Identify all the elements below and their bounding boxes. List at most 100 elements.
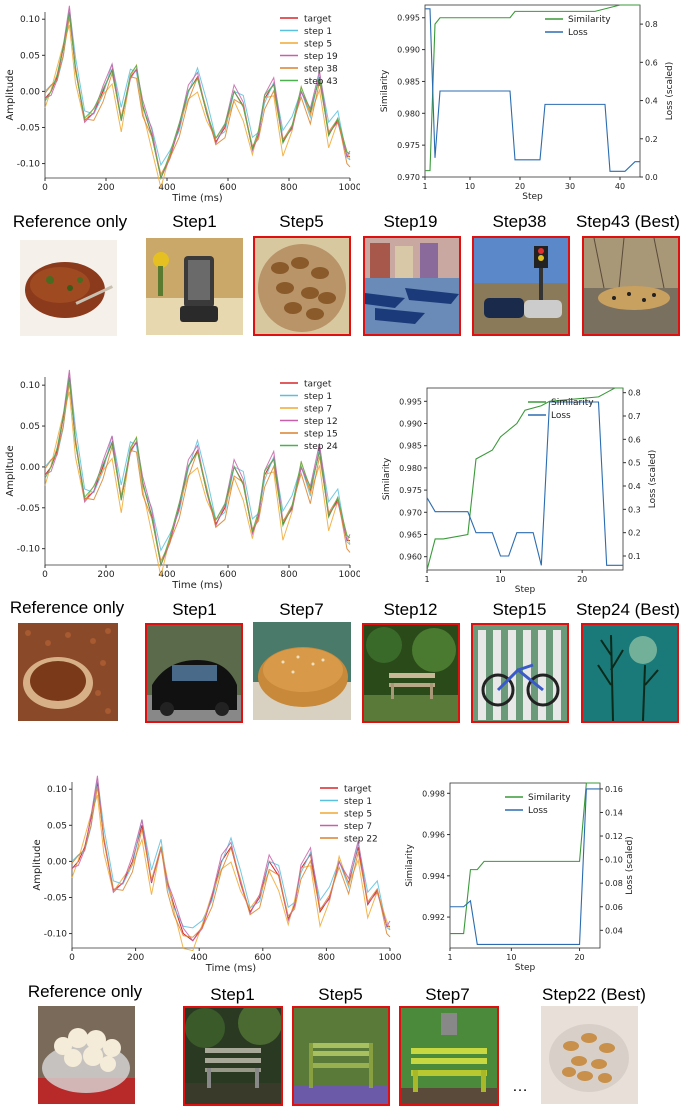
series-line-loss [425,8,640,172]
x-tick-label: 400 [158,183,175,193]
legend-label: target [344,785,372,795]
y-tick-label: 0.980 [397,109,420,118]
x-tick-label: 0 [42,570,48,580]
y-tick-label: 0.990 [399,420,422,429]
x-tick-label: 0 [42,183,48,193]
x-tick-label: 20 [577,575,587,584]
y2-tick-label: 0.6 [628,435,641,444]
thumb-step24-plant [581,623,679,723]
x-tick-label: 800 [318,953,335,963]
legend-label: target [304,380,332,390]
y-tick-label: 0.994 [422,872,445,881]
x-axis-label: Time (ms) [171,580,223,590]
caption-step19: Step19 [383,212,438,231]
legend-label: Similarity [568,15,611,25]
y-tick-label: 0.980 [399,464,422,473]
x-tick-label: 0 [69,953,75,963]
x-tick-label: 200 [127,953,144,963]
thumb-step22-cashews [541,1006,638,1104]
caption-step5: Step5 [318,985,363,1004]
y-tick-label: 0.975 [397,141,420,150]
y-axis-label: Amplitude [32,839,43,890]
series-line-step-15 [44,382,351,563]
legend-label: Similarity [528,793,571,803]
caption-step7: Step7 [279,600,324,619]
thumb-step7-bench-yellow [399,1006,499,1106]
y2-axis-label: Loss (scaled) [625,836,635,895]
thumb-step43-cheetah [582,236,680,336]
y-tick-label: 0.10 [20,381,40,391]
y-tick-label: -0.10 [44,930,68,940]
x-tick-label: 800 [280,183,297,193]
y2-tick-label: 0.6 [645,58,658,67]
figure-3: 0 200 400 600 800 1000 0.10 0.05 0.00 -0.05 -0.10 T… [0,770,685,1109]
thumb-step5-bench-green [292,1006,390,1106]
x-tick-label: 40 [615,182,625,191]
legend-label: step 5 [304,40,332,50]
caption-step38: Step38 [492,212,547,231]
y2-axis-label: Loss (scaled) [665,62,675,121]
y-axis-label: Amplitude [5,69,16,120]
y-tick-label: 0.995 [399,397,422,406]
caption-step43-best: Step43 (Best) [576,212,680,231]
legend-label: step 38 [304,65,338,75]
x-tick-label: 400 [191,953,208,963]
y2-tick-label: 0.4 [645,97,658,106]
legend-label: step 24 [304,442,338,452]
waveform-chart-3: 0 200 400 600 800 1000 0.10 0.05 0.00 -0.05 -0.10 T… [32,775,402,974]
y-axis-label: Similarity [405,844,415,887]
legend-label: step 43 [304,77,338,87]
similarity-chart-1: 1 10 20 30 40 0.995 0.990 0.985 0.980 0.975 0.970 0… [380,4,675,202]
series-line-loss [450,788,600,946]
y-axis-label: Similarity [380,69,390,112]
caption-step1: Step1 [210,985,255,1004]
x-tick-label: 600 [219,570,236,580]
y2-axis-label: Loss (scaled) [648,450,658,509]
y-axis-label: Amplitude [5,445,16,496]
y-tick-label: -0.05 [17,123,40,133]
y-tick-label: 0.00 [47,857,67,867]
series-line-step-43 [44,12,351,181]
x-axis-label: Step [515,963,536,973]
thumb-reference-seeds [18,623,118,721]
x-axis-label: Step [515,585,536,595]
x-tick-label: 20 [574,953,584,962]
caption-reference: Reference only [27,982,143,1001]
y-tick-label: 0.985 [397,77,420,86]
y-tick-label: -0.05 [17,504,40,514]
y-tick-label: 0.970 [397,173,420,182]
caption-step7: Step7 [425,985,470,1004]
y-tick-label: 0.960 [399,553,422,562]
plot-frame [449,782,601,949]
y2-tick-label: 0.4 [628,482,641,491]
caption-step15: Step15 [492,600,547,619]
y-tick-label: 0.998 [422,789,445,798]
y2-tick-label: 0.04 [605,926,623,935]
ellipsis: … [512,1078,528,1095]
y2-tick-label: 0.1 [628,552,641,561]
y2-tick-label: 0.8 [628,389,641,398]
x-tick-label: 1000 [379,953,402,963]
y2-tick-label: 0.12 [605,832,623,841]
x-tick-label: 200 [97,570,114,580]
y2-tick-label: 0.2 [645,135,658,144]
y2-tick-label: 0.3 [628,505,641,514]
y2-tick-label: 0.08 [605,879,623,888]
caption-step5: Step5 [279,212,324,231]
legend-label: target [304,15,332,25]
series-line-step-19 [44,5,351,180]
caption-reference: Reference only [9,598,125,617]
x-tick-label: 200 [97,183,114,193]
legend-label: step 7 [304,405,332,415]
y2-tick-label: 0.5 [628,459,641,468]
series-line-step-1 [71,778,391,931]
series-line-loss [426,401,623,566]
x-tick-label: 10 [465,182,475,191]
thumb-step38-street [472,236,570,336]
y-tick-label: 0.965 [399,530,422,539]
y-tick-label: -0.10 [17,160,41,170]
y2-tick-label: 0.14 [605,808,623,817]
series-line-similarity [450,782,600,935]
y2-tick-label: 0.2 [628,529,641,538]
caption-step24-best: Step24 (Best) [576,600,680,619]
